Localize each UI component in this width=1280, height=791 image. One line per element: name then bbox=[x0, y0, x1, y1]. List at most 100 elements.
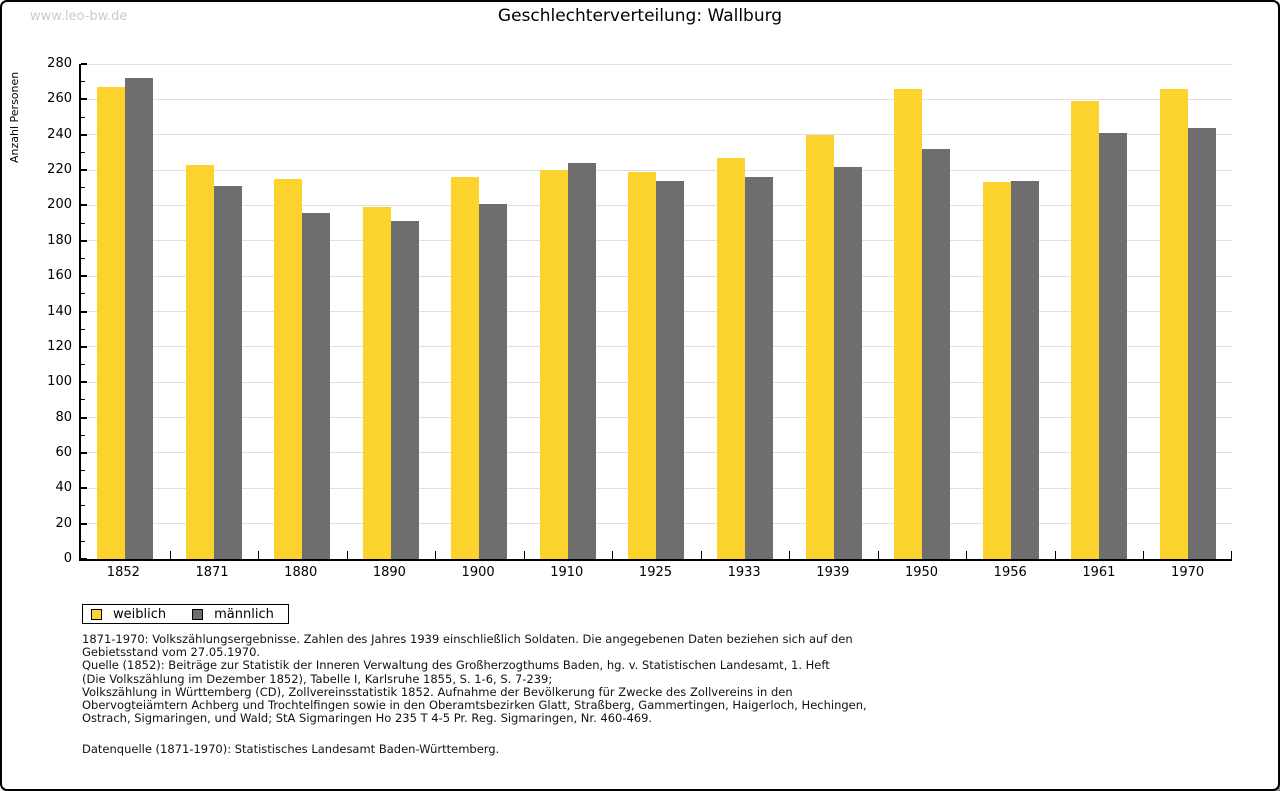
bar-group-1961 bbox=[1055, 64, 1144, 559]
y-major-tick bbox=[81, 416, 87, 419]
x-boundary-tick bbox=[877, 551, 879, 559]
bar-weiblich-1900 bbox=[451, 177, 480, 559]
legend-item-weiblich: weiblich bbox=[91, 607, 166, 622]
y-minor-tick bbox=[81, 222, 85, 224]
y-major-tick bbox=[81, 98, 87, 101]
x-tick-label-1961: 1961 bbox=[1082, 565, 1116, 580]
x-tick-label-1956: 1956 bbox=[993, 565, 1027, 580]
bar-weiblich-1961 bbox=[1071, 101, 1100, 559]
bar-group-1852 bbox=[81, 64, 170, 559]
y-minor-tick bbox=[81, 434, 85, 436]
y-tick-label: 280 bbox=[47, 56, 72, 71]
footer-line: (Die Volkszählung im Dezember 1852), Tab… bbox=[82, 671, 553, 686]
bar-group-1900 bbox=[435, 64, 524, 559]
x-boundary-tick bbox=[612, 551, 614, 559]
bar-männlich-1871 bbox=[213, 185, 242, 559]
bar-weiblich-1880 bbox=[274, 178, 303, 559]
footer-line: Volkszählung in Württemberg (CD), Zollve… bbox=[82, 684, 793, 699]
y-major-tick bbox=[81, 239, 87, 242]
y-tick-label: 0 bbox=[63, 551, 72, 566]
bar-männlich-1910 bbox=[567, 163, 596, 559]
x-boundary-tick bbox=[789, 551, 791, 559]
bar-group-1880 bbox=[258, 64, 347, 559]
y-minor-tick bbox=[81, 328, 85, 330]
legend-swatch-icon bbox=[91, 608, 102, 620]
x-boundary-tick bbox=[435, 551, 437, 559]
y-axis-title: Anzahl Personen bbox=[8, 71, 21, 163]
footer-line: Obervogteiämtern Achberg und Trochtelfin… bbox=[82, 698, 867, 713]
x-boundary-tick bbox=[966, 551, 968, 559]
footer-line: Ostrach, Sigmaringen, und Wald; StA Sigm… bbox=[82, 711, 653, 726]
bar-männlich-1950 bbox=[922, 148, 951, 559]
bar-männlich-1939 bbox=[833, 166, 862, 559]
bar-weiblich-1871 bbox=[185, 164, 214, 559]
y-major-tick bbox=[81, 345, 87, 348]
y-major-tick bbox=[81, 63, 87, 65]
y-tick-label: 100 bbox=[47, 374, 72, 390]
y-tick-label: 200 bbox=[47, 197, 72, 213]
bar-weiblich-1890 bbox=[362, 207, 391, 559]
x-boundary-tick bbox=[346, 551, 348, 559]
legend-swatch-icon bbox=[192, 608, 204, 620]
footer-datasource: Datenquelle (1871-1970): Statistisches L… bbox=[82, 742, 500, 757]
bar-group-1956 bbox=[966, 64, 1055, 559]
y-major-tick bbox=[81, 487, 87, 490]
bar-männlich-1890 bbox=[390, 221, 419, 559]
footer-notes: 1871-1970: Volkszählungsergebnisse. Zahl… bbox=[82, 632, 1248, 757]
bar-weiblich-1956 bbox=[982, 182, 1011, 559]
bar-männlich-1852 bbox=[125, 78, 154, 559]
y-major-tick bbox=[81, 310, 87, 313]
x-tick-label-1950: 1950 bbox=[904, 565, 939, 580]
bar-männlich-1900 bbox=[479, 203, 508, 559]
y-major-tick bbox=[81, 275, 87, 278]
y-minor-tick bbox=[81, 187, 85, 189]
y-major-tick bbox=[81, 204, 87, 207]
y-minor-tick bbox=[81, 116, 85, 118]
y-major-tick bbox=[81, 558, 87, 560]
y-minor-tick bbox=[81, 505, 85, 507]
x-boundary-tick bbox=[1054, 551, 1056, 559]
x-boundary-tick bbox=[700, 551, 702, 559]
footer-line: 1871-1970: Volkszählungsergebnisse. Zahl… bbox=[82, 632, 853, 646]
plot-area bbox=[79, 63, 1232, 561]
legend-item-männlich: männlich bbox=[192, 607, 274, 622]
bar-group-1970 bbox=[1143, 64, 1232, 559]
y-tick-label: 180 bbox=[47, 232, 72, 248]
bar-group-1890 bbox=[347, 64, 436, 559]
bar-weiblich-1910 bbox=[539, 170, 568, 559]
bar-group-1950 bbox=[878, 64, 967, 559]
x-axis-labels: 1852 1871 1880 1890 1900 1910 1925 1933 1939 1950… bbox=[79, 565, 1232, 580]
x-tick-label-1970: 1970 bbox=[1171, 565, 1205, 580]
bar-männlich-1970 bbox=[1187, 127, 1216, 559]
x-boundary-tick bbox=[258, 551, 260, 559]
bar-männlich-1925 bbox=[656, 180, 685, 559]
legend-label: männlich bbox=[214, 606, 274, 622]
y-major-tick bbox=[81, 133, 87, 136]
gridline bbox=[81, 169, 1232, 171]
y-minor-tick bbox=[81, 257, 85, 259]
footer-line: Gebietsstand vom 27.05.1970. bbox=[82, 645, 261, 660]
x-tick-label-1900: 1900 bbox=[461, 565, 495, 580]
footer-line: Quelle (1852): Beiträge zur Statistik de… bbox=[82, 658, 830, 673]
y-tick-label: 260 bbox=[47, 91, 72, 107]
x-boundary-tick bbox=[1231, 551, 1232, 559]
y-major-tick bbox=[81, 451, 87, 454]
bars-row bbox=[81, 64, 1232, 559]
x-tick-label-1852: 1852 bbox=[106, 565, 140, 580]
x-tick-label-1890: 1890 bbox=[372, 565, 406, 580]
bar-männlich-1961 bbox=[1099, 132, 1128, 559]
bar-männlich-1956 bbox=[1010, 180, 1039, 559]
y-minor-tick bbox=[81, 470, 85, 472]
y-axis-labels: 0 20 40 60 80 100 120 140 160 180 200 220 240 260 280 bbox=[32, 56, 72, 566]
x-tick-label-1910: 1910 bbox=[550, 565, 584, 580]
page-title: Geschlechterverteilung: Wallburg bbox=[497, 6, 783, 26]
bar-group-1871 bbox=[170, 64, 259, 559]
bar-weiblich-1925 bbox=[628, 171, 657, 559]
bar-group-1910 bbox=[524, 64, 613, 559]
y-tick-label: 40 bbox=[55, 480, 72, 496]
y-tick-label: 220 bbox=[47, 162, 72, 178]
bar-männlich-1880 bbox=[302, 212, 331, 559]
bar-weiblich-1852 bbox=[97, 86, 126, 559]
bar-group-1939 bbox=[789, 64, 878, 559]
